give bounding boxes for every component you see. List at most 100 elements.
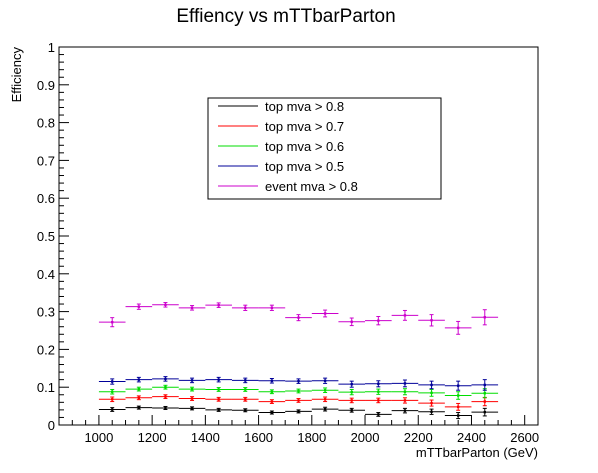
data-point <box>152 394 179 400</box>
data-point <box>311 309 339 318</box>
data-point <box>391 388 419 396</box>
data-point <box>258 399 286 404</box>
data-point <box>311 377 339 384</box>
marker <box>217 378 220 381</box>
marker <box>323 312 327 315</box>
marker <box>270 379 274 382</box>
data-point <box>98 396 126 403</box>
series <box>98 405 499 420</box>
x-tick-label: 2600 <box>510 430 539 445</box>
x-tick-label: 2400 <box>457 430 486 445</box>
marker <box>137 378 141 381</box>
x-tick-label: 1400 <box>191 430 220 445</box>
data-point <box>125 386 153 392</box>
marker <box>244 409 247 412</box>
data-point <box>391 397 419 404</box>
data-point <box>231 377 259 384</box>
data-point <box>471 379 499 391</box>
marker <box>377 390 380 393</box>
data-point <box>178 377 206 384</box>
data-point <box>365 388 392 395</box>
marker <box>244 398 247 401</box>
marker <box>270 400 274 403</box>
data-point <box>391 407 419 414</box>
data-point <box>258 389 286 395</box>
marker <box>270 390 274 393</box>
data-point <box>391 379 419 388</box>
marker <box>350 382 353 386</box>
marker <box>164 377 167 381</box>
data-point <box>231 304 259 311</box>
data-point <box>231 396 259 402</box>
data-point <box>231 387 259 392</box>
data-point <box>258 304 286 311</box>
marker <box>164 386 167 389</box>
data-point <box>152 384 179 390</box>
marker <box>403 399 407 402</box>
marker <box>483 400 486 403</box>
marker <box>137 396 141 399</box>
series <box>98 384 499 400</box>
marker <box>137 305 141 308</box>
marker <box>297 316 300 319</box>
marker <box>297 389 300 393</box>
data-point <box>178 396 206 401</box>
marker <box>323 398 327 401</box>
marker <box>244 388 247 391</box>
data-point <box>125 303 153 310</box>
marker <box>297 379 300 383</box>
legend-label: event mva > 0.8 <box>265 179 358 194</box>
legend-label: top mva > 0.6 <box>265 139 344 154</box>
marker <box>430 383 433 387</box>
marker <box>111 380 114 383</box>
data-point <box>444 412 472 420</box>
x-tick-label: 2000 <box>351 430 380 445</box>
marker <box>430 401 433 405</box>
marker <box>377 319 380 322</box>
data-point <box>98 378 126 385</box>
data-point <box>365 397 392 404</box>
marker <box>217 398 220 401</box>
x-tick-label: 1200 <box>138 430 167 445</box>
data-point <box>178 406 206 411</box>
x-tick-label: 2200 <box>404 430 433 445</box>
data-point <box>471 407 499 417</box>
data-point <box>285 398 312 403</box>
marker <box>217 303 220 307</box>
data-point <box>125 376 153 383</box>
data-point <box>444 402 472 411</box>
data-point <box>285 314 312 322</box>
marker <box>297 399 300 402</box>
marker <box>164 395 167 398</box>
data-point <box>205 407 232 412</box>
data-point <box>338 388 366 396</box>
data-point <box>338 407 366 413</box>
y-tick-label: 0.8 <box>37 116 55 131</box>
data-point <box>471 396 499 407</box>
marker <box>190 306 194 310</box>
data-point <box>391 309 419 321</box>
data-point <box>98 317 126 328</box>
chart-title: Effiency vs mTTbarParton <box>176 6 395 27</box>
marker <box>456 326 460 330</box>
series <box>98 302 499 335</box>
marker <box>377 382 380 385</box>
marker <box>190 379 194 382</box>
marker <box>244 379 247 382</box>
marker <box>323 389 327 392</box>
axes: 1000 1200 1400 1600 1800 2000 2200 2400 2600 0 0.1… <box>37 40 539 445</box>
legend-item: top mva > 0.5 <box>218 159 344 174</box>
data-point <box>285 388 312 394</box>
data-point <box>365 316 392 326</box>
marker <box>403 409 407 412</box>
marker <box>456 414 460 417</box>
marker <box>323 407 327 411</box>
marker <box>190 387 194 391</box>
legend-item: event mva > 0.8 <box>218 179 358 194</box>
marker <box>377 413 380 416</box>
marker <box>111 398 114 401</box>
marker <box>164 303 167 306</box>
data-point <box>418 399 445 407</box>
data-point <box>365 380 392 388</box>
